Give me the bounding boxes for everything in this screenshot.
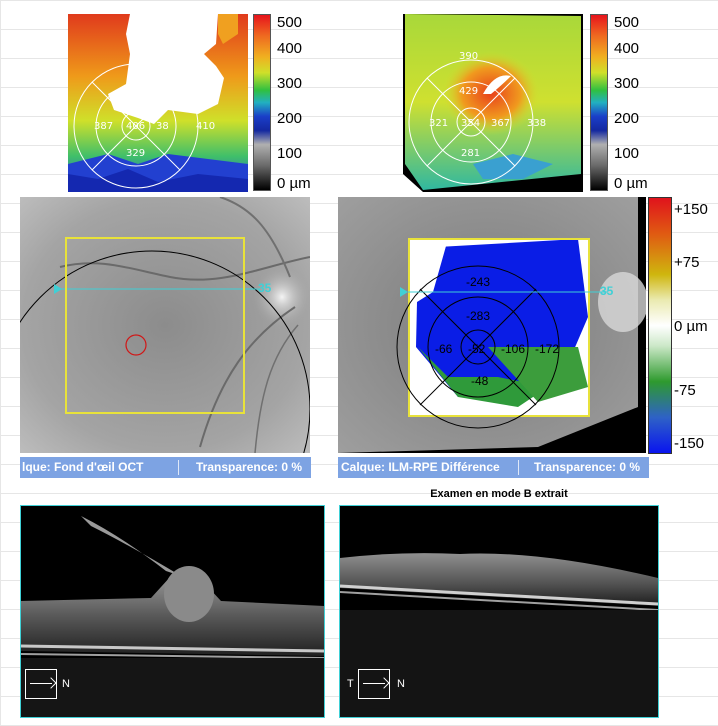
scale-label: 500	[614, 14, 640, 31]
scale-label: 0 µm	[614, 175, 648, 192]
diff-value: -243	[466, 275, 491, 289]
scan-line-label: 35	[258, 281, 272, 295]
right-map-value: 321	[429, 118, 448, 129]
orientation-temporal: T	[347, 678, 354, 690]
left-layer-bar: lque: Fond d'œil OCT Transparence: 0 %	[20, 457, 311, 478]
arrow-head-icon	[45, 677, 57, 689]
right-map-value: 338	[527, 118, 546, 129]
scale-label: +150	[674, 201, 708, 218]
layer-selector[interactable]: Calque: ILM-RPE Différence	[341, 460, 500, 474]
left-map-value: 406	[126, 121, 145, 132]
right-thickness-scale: 500 400 300 200 100 0 µm	[590, 14, 660, 194]
diff-value: -172	[535, 342, 560, 356]
diff-value: -106	[501, 342, 526, 356]
right-fundus-image[interactable]: -243 -283 -66 -52 -106 -172 -48 35	[338, 197, 646, 453]
right-bscan-image[interactable]: T N	[339, 505, 659, 718]
orientation-nasal: N	[397, 678, 405, 690]
left-thickness-scale: 500 400 300 200 100 0 µm	[253, 14, 323, 194]
right-map-value: 367	[491, 118, 510, 129]
diff-value: -48	[471, 374, 489, 388]
right-layer-bar: Calque: ILM-RPE Différence Transparence:…	[338, 457, 649, 478]
right-map-value: 281	[461, 148, 480, 159]
right-map-value: 429	[459, 86, 478, 97]
right-map-value: 354	[461, 118, 480, 129]
arrow-head-icon	[378, 677, 390, 689]
orientation-indicator	[358, 669, 390, 699]
scale-label: 100	[277, 145, 303, 162]
bar-divider	[178, 460, 179, 475]
left-thickness-map: 387 406 38 410 329	[68, 14, 248, 192]
scan-line-label: 35	[600, 284, 614, 298]
left-fundus-image[interactable]: 35	[20, 197, 310, 453]
transparency-control[interactable]: Transparence: 0 %	[196, 460, 303, 474]
left-map-value: 329	[126, 148, 145, 159]
scale-label: -75	[674, 382, 696, 399]
scale-label: 300	[277, 75, 303, 92]
scale-label: 0 µm	[277, 175, 311, 192]
left-map-value: 38	[156, 121, 169, 132]
scale-label: -150	[674, 435, 705, 452]
diff-value: -52	[468, 342, 486, 356]
diff-value: -283	[466, 309, 491, 323]
right-thickness-map: 390 429 321 354 367 338 281	[403, 14, 583, 192]
scale-label: 100	[614, 145, 640, 162]
left-map-value: 387	[94, 121, 113, 132]
scale-label: 500	[277, 14, 303, 31]
diff-value: -66	[435, 342, 453, 356]
bar-divider	[518, 460, 519, 475]
orientation-nasal: N	[62, 678, 70, 690]
difference-scale: +150 +75 0 µm -75 -150	[648, 197, 718, 454]
right-map-value: 390	[459, 51, 478, 62]
layer-selector[interactable]: lque: Fond d'œil OCT	[22, 460, 144, 474]
scale-label: 400	[614, 40, 640, 57]
orientation-indicator	[25, 669, 57, 699]
scale-label: +75	[674, 254, 700, 271]
left-bscan-image[interactable]: N	[20, 505, 325, 718]
left-map-value: 410	[196, 121, 215, 132]
scale-label: 400	[277, 40, 303, 57]
scale-label: 200	[277, 110, 303, 127]
scale-label: 0 µm	[674, 318, 708, 335]
arrow-right-icon	[363, 683, 385, 684]
roi-box	[65, 237, 245, 414]
scale-label: 200	[614, 110, 640, 127]
arrow-right-icon	[30, 683, 52, 684]
bscan-title: Examen en mode B extrait	[430, 488, 568, 500]
scale-label: 300	[614, 75, 640, 92]
transparency-control[interactable]: Transparence: 0 %	[534, 460, 641, 474]
